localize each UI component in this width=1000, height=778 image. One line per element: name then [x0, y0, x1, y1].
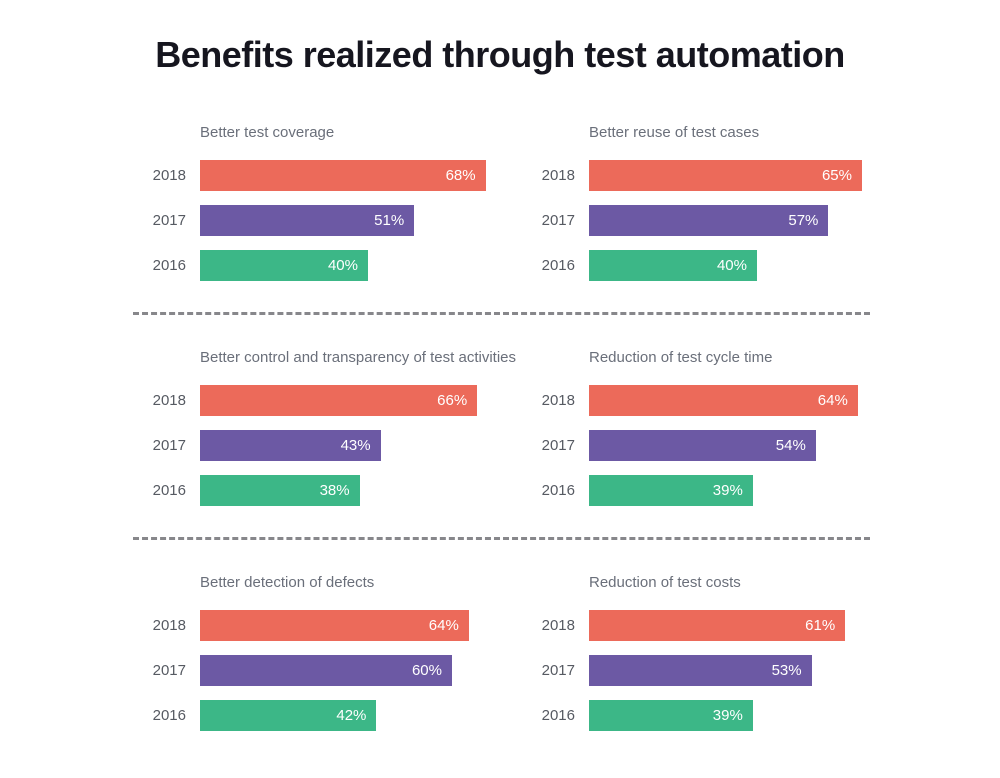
value-label: 40% — [327, 257, 358, 274]
value-label: 51% — [374, 212, 405, 229]
year-label: 2018 — [541, 617, 575, 634]
page-title: Benefits realized through test automatio… — [155, 34, 845, 75]
bar-row: 2017 54% — [537, 430, 926, 461]
value-label: 38% — [319, 482, 350, 499]
bar-2018: 66% — [200, 385, 478, 416]
year-label: 2018 — [152, 167, 186, 184]
bar-row: 2018 61% — [537, 610, 926, 641]
value-label: 53% — [771, 662, 802, 679]
chart-title: Better detection of defects — [200, 574, 375, 591]
bar-rows: 2018 61% 2017 53% 2016 39% — [537, 610, 926, 731]
bar-row: 2018 68% — [148, 160, 537, 191]
bar-2018: 64% — [589, 385, 858, 416]
year-label: 2016 — [541, 257, 575, 274]
chart-title: Better test coverage — [200, 124, 335, 141]
bar-row: 2016 40% — [148, 250, 537, 281]
value-label: 43% — [340, 437, 371, 454]
bar-2016: 40% — [200, 250, 368, 281]
year-label: 2018 — [152, 617, 186, 634]
chart-title: Reduction of test cycle time — [589, 349, 773, 366]
year-label: 2016 — [541, 707, 575, 724]
year-label: 2017 — [152, 212, 186, 229]
row-divider — [133, 537, 870, 540]
value-label: 64% — [428, 617, 459, 634]
year-label: 2018 — [152, 392, 186, 409]
value-label: 65% — [821, 167, 852, 184]
bar-row: 2018 66% — [148, 385, 537, 416]
value-label: 40% — [716, 257, 747, 274]
bar-2017: 57% — [589, 205, 829, 236]
bar-2017: 43% — [200, 430, 381, 461]
year-label: 2016 — [152, 257, 186, 274]
charts-grid: Better test coverage 2018 68% 2017 51% 2016 4… — [148, 124, 926, 731]
year-label: 2018 — [541, 392, 575, 409]
bar-chart: Better detection of defects 2018 64% 2017 6… — [148, 574, 537, 731]
value-label: 57% — [788, 212, 819, 229]
bar-row: 2016 39% — [537, 475, 926, 506]
bar-2017: 54% — [589, 430, 816, 461]
bar-2016: 40% — [589, 250, 757, 281]
value-label: 68% — [445, 167, 476, 184]
row-divider — [133, 312, 870, 315]
value-label: 39% — [712, 482, 743, 499]
bar-row: 2017 43% — [148, 430, 537, 461]
bar-rows: 2018 65% 2017 57% 2016 40% — [537, 160, 926, 281]
bar-chart: Reduction of test costs 2018 61% 2017 53% 20… — [537, 574, 926, 731]
year-label: 2016 — [541, 482, 575, 499]
chart-title: Reduction of test costs — [589, 574, 741, 591]
bar-row: 2016 42% — [148, 700, 537, 731]
value-label: 60% — [411, 662, 442, 679]
year-label: 2017 — [541, 437, 575, 454]
bar-2016: 38% — [200, 475, 360, 506]
year-label: 2017 — [541, 212, 575, 229]
bar-2018: 68% — [200, 160, 486, 191]
year-label: 2016 — [152, 707, 186, 724]
bar-2016: 42% — [200, 700, 377, 731]
bar-2016: 39% — [589, 700, 753, 731]
bar-rows: 2018 66% 2017 43% 2016 38% — [148, 385, 537, 506]
bar-chart: Better test coverage 2018 68% 2017 51% 2016 4… — [148, 124, 537, 281]
bar-row: 2016 38% — [148, 475, 537, 506]
bar-row: 2017 53% — [537, 655, 926, 686]
bar-row: 2018 64% — [537, 385, 926, 416]
value-label: 64% — [817, 392, 848, 409]
bar-row: 2018 64% — [148, 610, 537, 641]
bar-2017: 51% — [200, 205, 415, 236]
value-label: 42% — [336, 707, 367, 724]
year-label: 2016 — [152, 482, 186, 499]
bar-rows: 2018 64% 2017 54% 2016 39% — [537, 385, 926, 506]
bar-chart: Better reuse of test cases 2018 65% 2017 57… — [537, 124, 926, 281]
bar-chart: Better control and transparency of test … — [148, 349, 537, 506]
year-label: 2017 — [152, 662, 186, 679]
chart-title: Better reuse of test cases — [589, 124, 760, 141]
bar-row: 2017 60% — [148, 655, 537, 686]
bar-2018: 64% — [200, 610, 469, 641]
bar-rows: 2018 64% 2017 60% 2016 42% — [148, 610, 537, 731]
bar-2017: 53% — [589, 655, 812, 686]
bar-2018: 61% — [589, 610, 846, 641]
value-label: 66% — [437, 392, 468, 409]
value-label: 61% — [805, 617, 836, 634]
bar-row: 2017 57% — [537, 205, 926, 236]
bar-2016: 39% — [589, 475, 753, 506]
year-label: 2017 — [152, 437, 186, 454]
bar-chart: Reduction of test cycle time 2018 64% 2017… — [537, 349, 926, 506]
chart-title: Better control and transparency of test … — [200, 349, 516, 366]
year-label: 2017 — [541, 662, 575, 679]
bar-row: 2018 65% — [537, 160, 926, 191]
value-label: 54% — [775, 437, 806, 454]
bar-2018: 65% — [589, 160, 862, 191]
bar-row: 2016 39% — [537, 700, 926, 731]
year-label: 2018 — [541, 167, 575, 184]
bar-row: 2016 40% — [537, 250, 926, 281]
value-label: 39% — [712, 707, 743, 724]
bar-rows: 2018 68% 2017 51% 2016 40% — [148, 160, 537, 281]
bar-2017: 60% — [200, 655, 452, 686]
bar-row: 2017 51% — [148, 205, 537, 236]
